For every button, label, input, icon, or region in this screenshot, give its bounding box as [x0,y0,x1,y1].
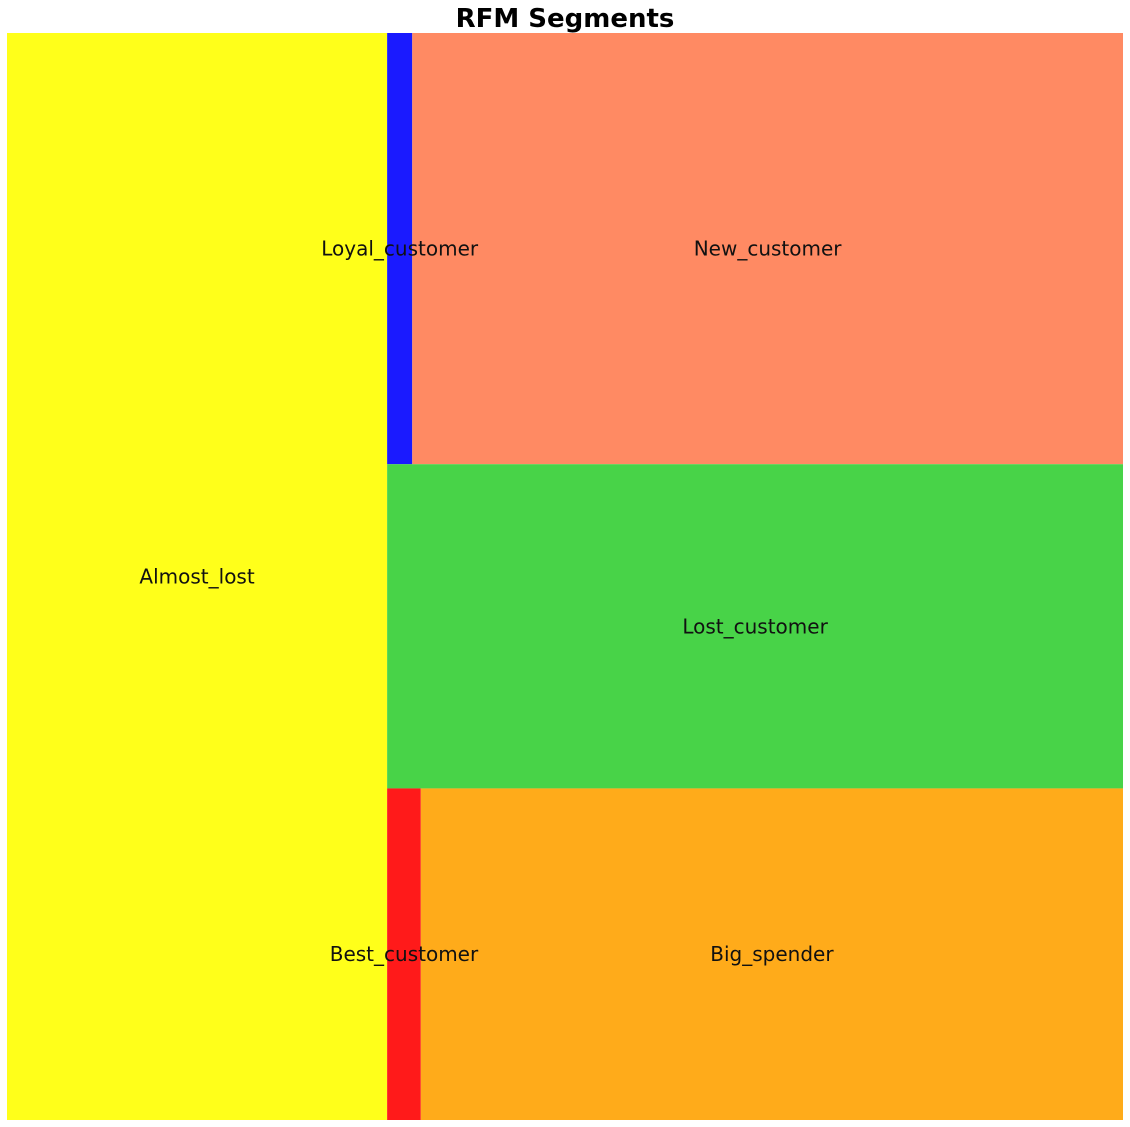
tile-big-spender [420,788,1123,1120]
label-loyal-customer: Loyal_customer [321,237,479,261]
treemap-labels: Almost_lost Loyal_customer New_customer Los… [139,237,842,967]
label-big-spender: Big_spender [710,942,834,966]
tile-new-customer [412,33,1124,465]
chart-title: RFM Segments [456,4,675,34]
tile-lost-customer [387,464,1124,789]
tile-best-customer [387,788,421,1120]
tile-loyal-customer [387,33,413,465]
treemap-tiles [7,33,1124,1120]
label-almost-lost: Almost_lost [139,565,254,589]
label-new-customer: New_customer [694,237,843,261]
label-best-customer: Best_customer [330,942,479,966]
tile-almost-lost [7,33,388,1120]
label-lost-customer: Lost_customer [682,614,828,638]
